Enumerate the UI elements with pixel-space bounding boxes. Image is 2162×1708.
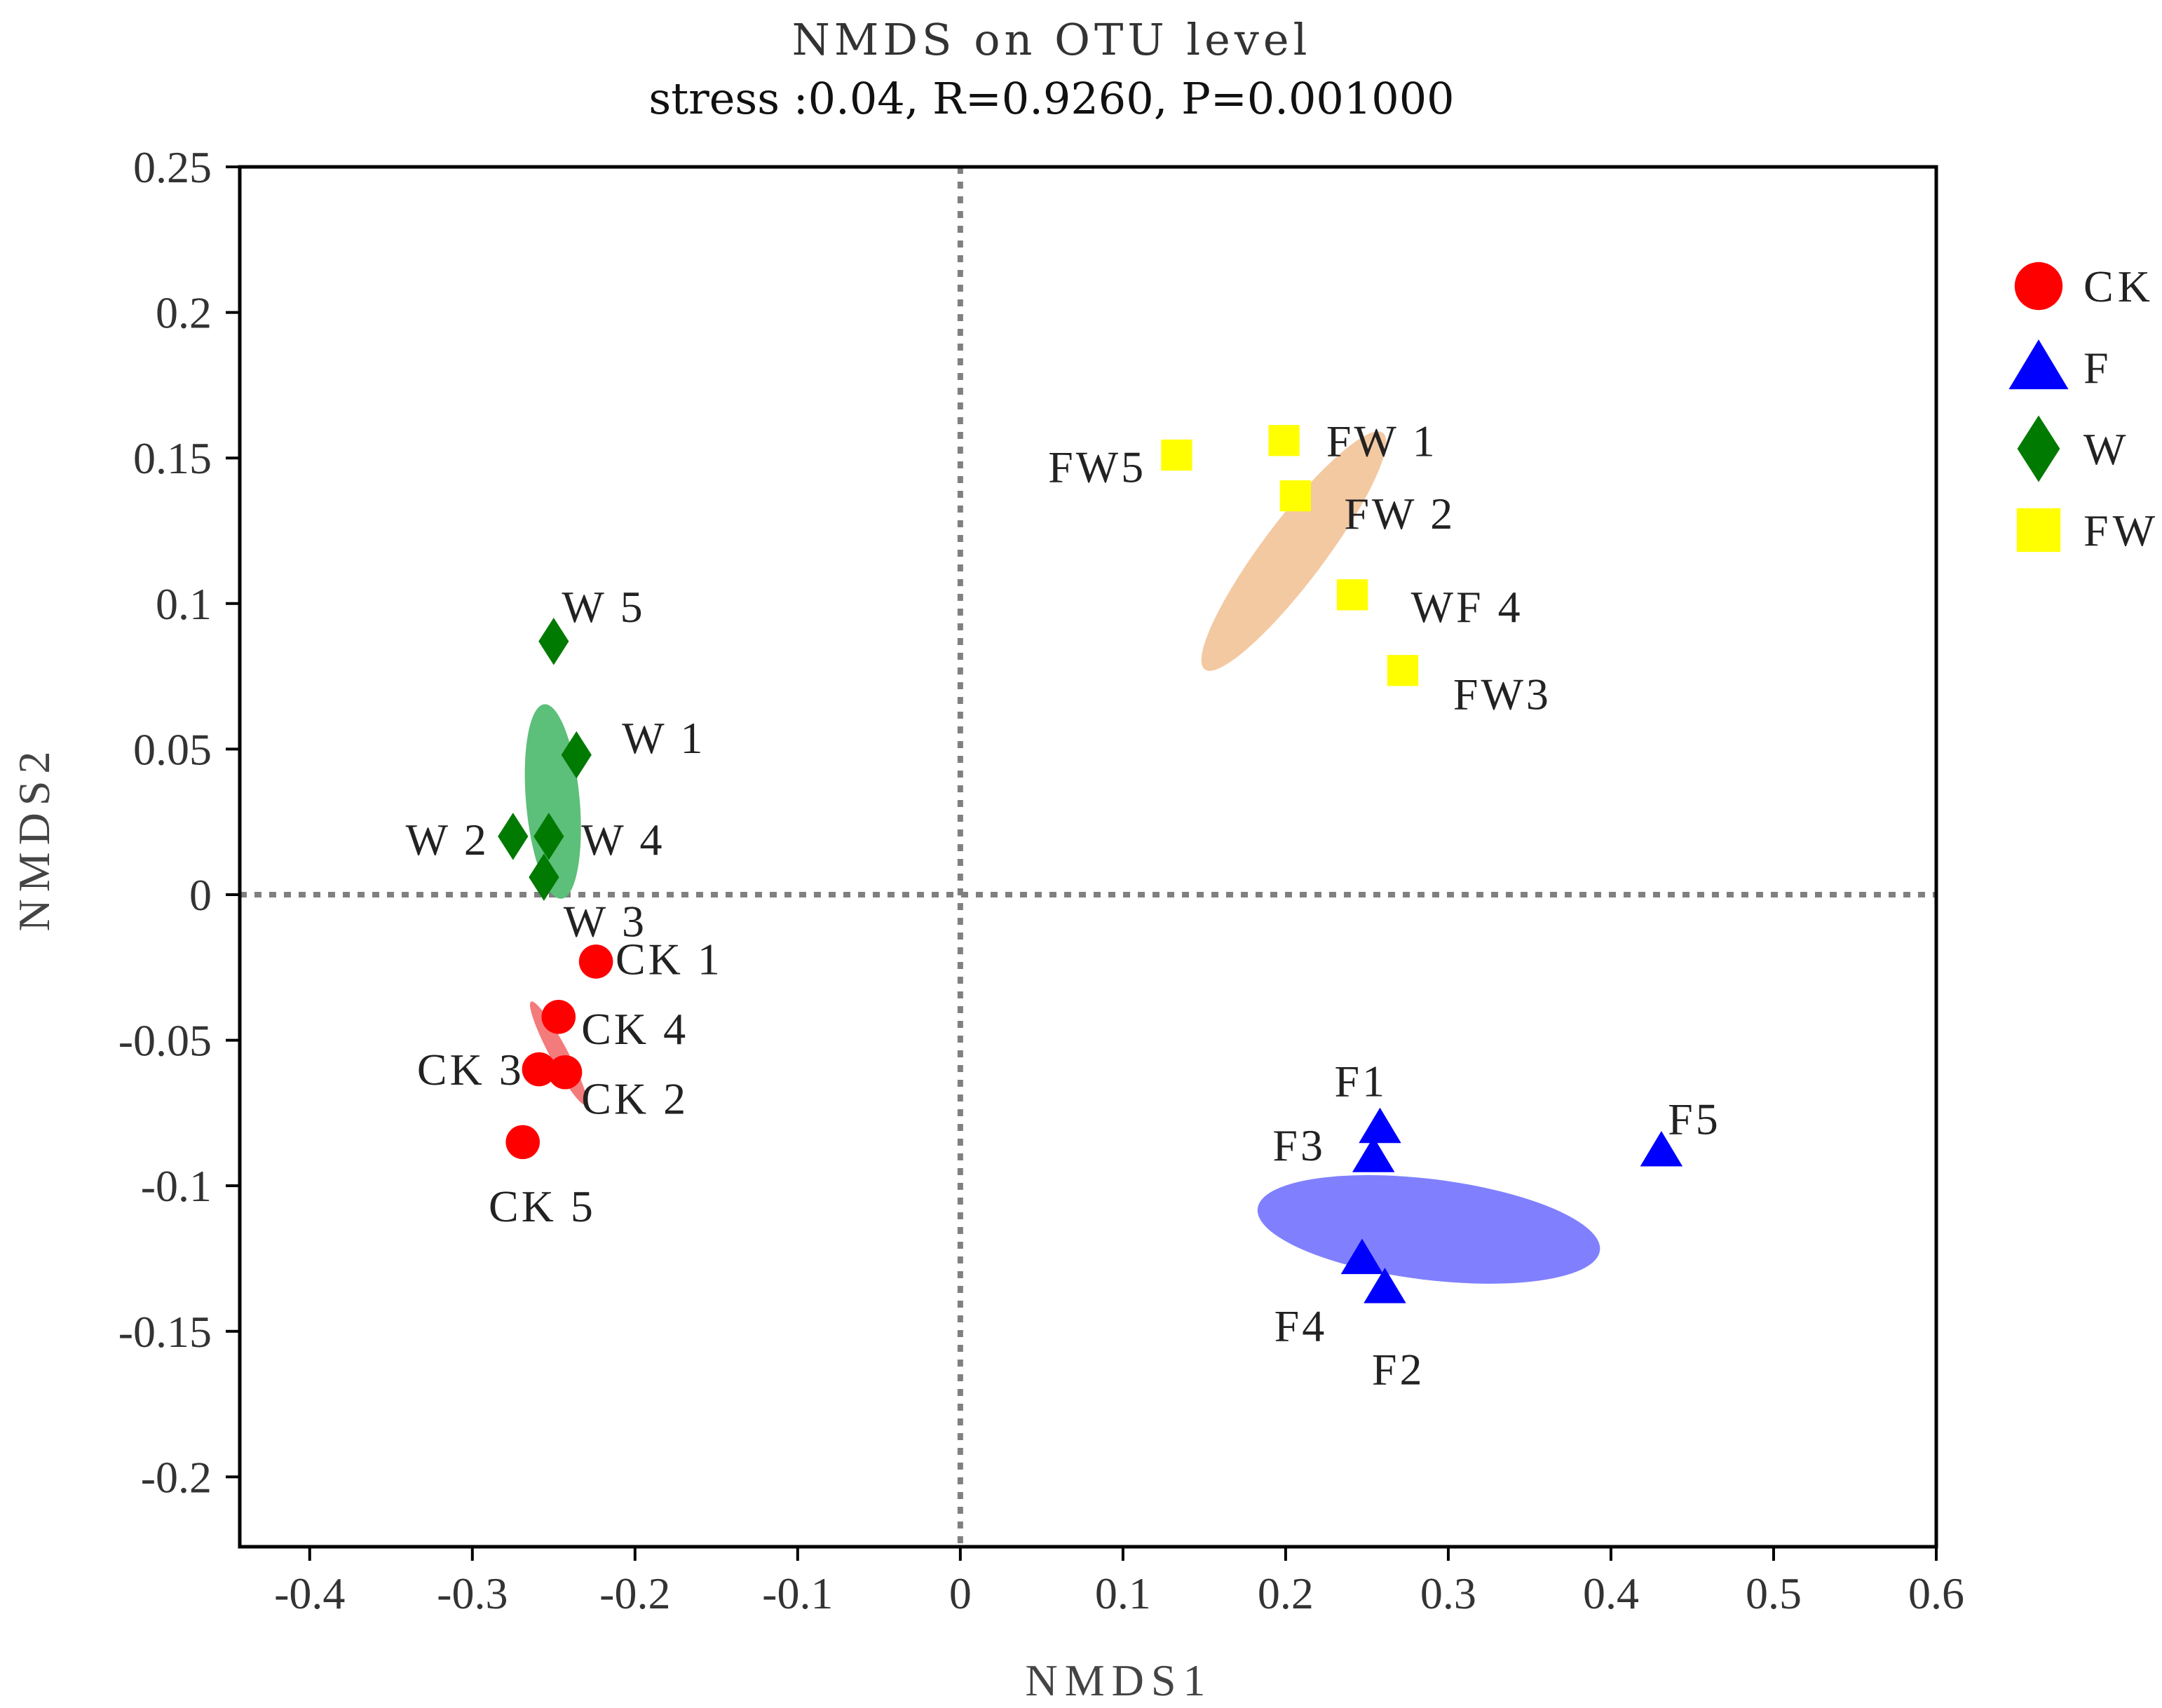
y-axis-label: NMDS2 xyxy=(9,745,59,932)
point-w3 xyxy=(529,853,559,901)
point-label-ck4: CK 4 xyxy=(581,1004,688,1054)
x-axis-label: NMDS1 xyxy=(1026,1655,1213,1705)
x-axis-ticks: -0.4 -0.3 -0.2 -0.1 0 0.1 0.2 0.3 0.4 0.5 0.6 xyxy=(274,1547,1964,1618)
x-tick-label: 0.1 xyxy=(1095,1568,1151,1618)
point-label-ck3: CK 3 xyxy=(417,1045,524,1094)
legend-marker-ck xyxy=(2014,262,2063,311)
chart-title: NMDS on OTU level xyxy=(792,14,1312,65)
legend-label-f: F xyxy=(2083,343,2113,393)
legend-label-fw: FW xyxy=(2083,506,2159,555)
point-label-wf4: WF 4 xyxy=(1411,582,1523,632)
point-label-ck1: CK 1 xyxy=(616,934,723,984)
legend: CK FW FW xyxy=(2008,262,2159,555)
ellipse-fw xyxy=(1201,431,1387,671)
legend-label-ck: CK xyxy=(2083,262,2154,311)
point-label-f3: F3 xyxy=(1272,1120,1326,1170)
point-w5 xyxy=(538,618,569,665)
point-label-f1: F1 xyxy=(1335,1057,1388,1106)
x-tick-label: 0.6 xyxy=(1908,1568,1964,1618)
y-tick-label: 0 xyxy=(189,870,212,920)
x-tick-label: 0.4 xyxy=(1583,1568,1639,1618)
point-w2 xyxy=(498,813,529,860)
data-points xyxy=(498,425,1683,1303)
point-ck5 xyxy=(505,1125,540,1160)
legend-marker-w xyxy=(2017,415,2060,482)
y-tick-label: -0.15 xyxy=(118,1307,212,1357)
point-label-w5: W 5 xyxy=(562,582,645,632)
x-tick-label: -0.2 xyxy=(599,1568,670,1618)
y-tick-label: 0.25 xyxy=(133,142,212,192)
y-tick-label: -0.1 xyxy=(141,1161,212,1211)
point-ck3 xyxy=(522,1052,557,1087)
point-ck1 xyxy=(578,944,613,979)
y-tick-label: -0.05 xyxy=(118,1016,212,1066)
y-axis-ticks: 0.25 0.2 0.15 0.1 0.05 0 -0.05 -0.1 -0.15 -0.2 xyxy=(118,142,240,1502)
point-label-w2: W 2 xyxy=(406,815,489,865)
point-ck2 xyxy=(548,1055,583,1090)
legend-marker-fw xyxy=(2016,508,2061,553)
legend-marker-f xyxy=(2008,339,2069,390)
point-label-fw2: FW 2 xyxy=(1344,489,1455,538)
point-label-ck5: CK 5 xyxy=(489,1181,596,1231)
x-tick-label: 0.3 xyxy=(1420,1568,1476,1618)
legend-label-w: W xyxy=(2083,424,2130,474)
ellipse-f xyxy=(1257,1175,1600,1284)
point-label-f5: F5 xyxy=(1668,1094,1721,1144)
point-label-fw5: FW5 xyxy=(1048,442,1146,492)
point-label-fw1: FW 1 xyxy=(1326,416,1438,466)
x-tick-label: -0.4 xyxy=(274,1568,345,1618)
x-tick-label: -0.1 xyxy=(762,1568,833,1618)
x-tick-label: 0 xyxy=(949,1568,972,1618)
point-f3 xyxy=(1352,1137,1395,1172)
plot-frame xyxy=(238,165,1938,1549)
chart-subtitle: stress :0.04, R=0.9260, P=0.001000 xyxy=(648,73,1454,124)
point-label-ck2: CK 2 xyxy=(581,1074,688,1124)
y-tick-label: 0.2 xyxy=(156,288,212,338)
point-fw2 xyxy=(1279,480,1311,512)
point-f5 xyxy=(1640,1130,1683,1167)
point-w1 xyxy=(561,731,592,779)
point-fw3 xyxy=(1387,655,1419,686)
y-tick-label: 0.05 xyxy=(133,724,212,774)
point-label-f2: F2 xyxy=(1372,1345,1425,1395)
y-tick-label: -0.2 xyxy=(141,1452,212,1502)
point-f2 xyxy=(1364,1268,1406,1303)
x-tick-label: 0.2 xyxy=(1258,1568,1314,1618)
point-label-fw3: FW3 xyxy=(1453,669,1551,719)
point-label-w1: W 1 xyxy=(622,713,705,763)
x-tick-label: -0.3 xyxy=(437,1568,508,1618)
point-fw5 xyxy=(1161,439,1192,471)
point-label-w3: W 3 xyxy=(564,896,647,946)
point-f4 xyxy=(1340,1238,1384,1275)
point-wf4 xyxy=(1336,579,1368,611)
point-label-f4: F4 xyxy=(1274,1301,1328,1350)
y-tick-label: 0.15 xyxy=(133,433,212,483)
point-f1 xyxy=(1359,1107,1401,1144)
reference-lines xyxy=(240,167,1936,1547)
point-label-w4: W 4 xyxy=(581,815,665,865)
point-ck4 xyxy=(541,1000,576,1034)
x-tick-label: 0.5 xyxy=(1746,1568,1802,1618)
group-ellipses xyxy=(524,431,1600,1284)
y-tick-label: 0.1 xyxy=(156,579,212,629)
point-fw1 xyxy=(1268,425,1300,456)
point-w4 xyxy=(533,813,564,860)
